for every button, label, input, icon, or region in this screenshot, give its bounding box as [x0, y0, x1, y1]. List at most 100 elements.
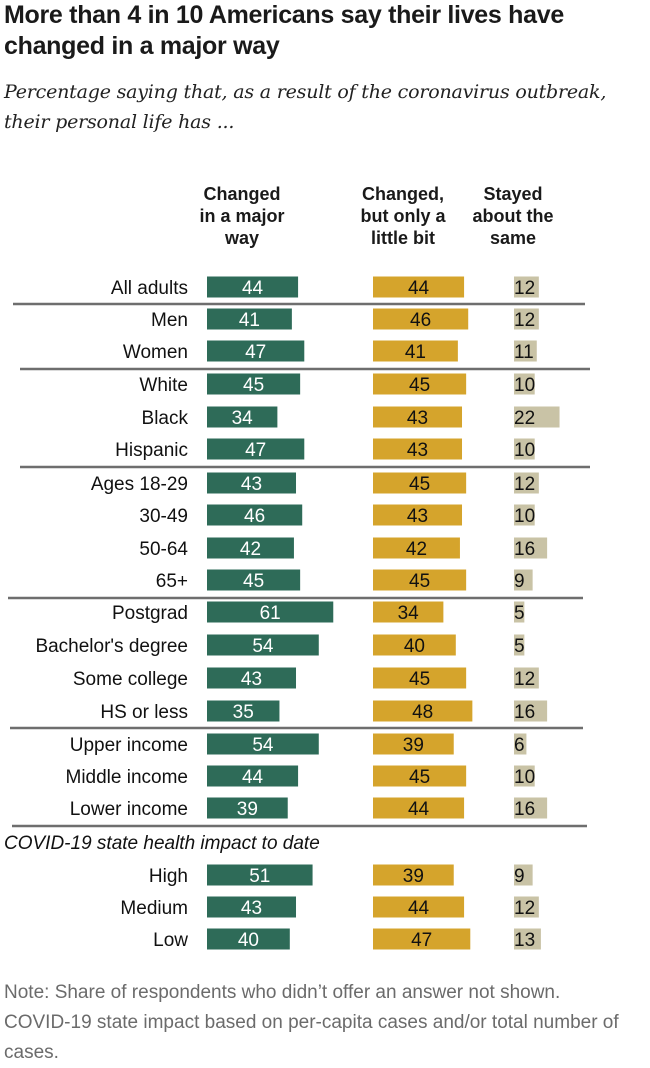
- bar-little-medium: [373, 896, 465, 918]
- bar-same-ages-18-29: [514, 472, 539, 494]
- value-label-major-50-64: 42: [240, 539, 261, 560]
- value-label-major-men: 41: [239, 310, 260, 331]
- bar-same-women: [514, 340, 537, 362]
- value-label-same-black: 22: [514, 408, 535, 429]
- value-label-same-middle-income: 10: [514, 767, 535, 788]
- value-label-little-lower-income: 44: [408, 799, 430, 820]
- bar-little-hs-or-less: [373, 700, 473, 722]
- chart-subtitle: Percentage saying that, as a result of t…: [4, 81, 607, 133]
- column-header-major: Changed in a major way: [199, 184, 285, 248]
- value-label-major-ages-18-29: 43: [241, 474, 262, 495]
- bar-major-bachelor-s-degree: [207, 634, 319, 656]
- value-label-same-low: 13: [514, 930, 535, 951]
- bar-major-postgrad: [207, 601, 334, 623]
- bar-little-50-64: [373, 537, 460, 559]
- bar-major-hs-or-less: [207, 700, 280, 722]
- value-label-little-women: 41: [405, 342, 426, 363]
- value-label-little-30-49: 43: [407, 506, 428, 527]
- bar-little-bachelor-s-degree: [373, 634, 456, 656]
- value-label-little-high: 39: [403, 866, 424, 887]
- bar-same-30-49: [514, 504, 535, 526]
- value-label-same-65: 9: [514, 571, 525, 592]
- row-label-black: Black: [142, 408, 189, 429]
- value-label-little-medium: 44: [408, 898, 430, 919]
- bar-little-upper-income: [373, 733, 454, 755]
- bar-major-lower-income: [207, 797, 288, 819]
- value-label-little-men: 46: [410, 310, 431, 331]
- bar-little-low: [373, 928, 471, 950]
- value-label-same-30-49: 10: [514, 506, 535, 527]
- value-label-same-50-64: 16: [514, 539, 535, 560]
- row-label-hispanic: Hispanic: [115, 440, 188, 461]
- value-label-same-upper-income: 6: [514, 735, 525, 756]
- bar-major-some-college: [207, 667, 297, 689]
- value-label-same-medium: 12: [514, 898, 535, 919]
- bar-same-men: [514, 308, 539, 330]
- value-label-major-black: 34: [232, 408, 254, 429]
- bar-same-bachelor-s-degree: [514, 634, 525, 656]
- row-label-postgrad: Postgrad: [112, 603, 188, 624]
- bar-little-lower-income: [373, 797, 465, 819]
- bar-same-some-college: [514, 667, 539, 689]
- row-label-white: White: [139, 375, 188, 396]
- bar-major-white: [207, 373, 301, 395]
- bar-major-women: [207, 340, 305, 362]
- value-label-major-women: 47: [245, 342, 266, 363]
- bar-major-upper-income: [207, 733, 319, 755]
- bar-little-some-college: [373, 667, 467, 689]
- value-label-major-30-49: 46: [244, 506, 265, 527]
- value-label-little-low: 47: [411, 930, 432, 951]
- bar-same-upper-income: [514, 733, 527, 755]
- value-label-same-hispanic: 10: [514, 440, 535, 461]
- bar-same-medium: [514, 896, 539, 918]
- value-label-major-low: 40: [238, 930, 259, 951]
- value-label-little-all-adults: 44: [408, 278, 430, 299]
- bar-little-ages-18-29: [373, 472, 467, 494]
- row-label-men: Men: [151, 310, 188, 331]
- value-label-major-upper-income: 54: [252, 735, 274, 756]
- bar-little-women: [373, 340, 458, 362]
- bar-same-lower-income: [514, 797, 548, 819]
- value-label-major-postgrad: 61: [260, 603, 281, 624]
- value-label-same-white: 10: [514, 375, 535, 396]
- row-label-low: Low: [153, 930, 188, 951]
- bar-same-50-64: [514, 537, 548, 559]
- bar-same-all-adults: [514, 276, 539, 298]
- bar-little-high: [373, 864, 454, 886]
- bar-major-middle-income: [207, 765, 299, 787]
- value-label-major-all-adults: 44: [242, 278, 264, 299]
- value-label-same-hs-or-less: 16: [514, 702, 535, 723]
- value-label-major-bachelor-s-degree: 54: [252, 636, 274, 657]
- bar-little-hispanic: [373, 438, 463, 460]
- value-label-little-hispanic: 43: [407, 440, 428, 461]
- bar-same-white: [514, 373, 535, 395]
- bar-same-middle-income: [514, 765, 535, 787]
- value-label-same-ages-18-29: 12: [514, 474, 535, 495]
- value-label-major-65: 45: [243, 571, 264, 592]
- chart-note: Note: Share of respondents who didn’t of…: [4, 982, 619, 1063]
- bar-little-middle-income: [373, 765, 467, 787]
- value-label-little-middle-income: 45: [409, 767, 430, 788]
- bar-little-men: [373, 308, 469, 330]
- value-label-major-hispanic: 47: [245, 440, 266, 461]
- row-label-lower-income: Lower income: [70, 799, 188, 820]
- value-label-same-postgrad: 5: [514, 603, 525, 624]
- value-label-major-high: 51: [249, 866, 270, 887]
- bar-little-black: [373, 406, 463, 428]
- value-label-major-hs-or-less: 35: [233, 702, 254, 723]
- bar-little-30-49: [373, 504, 463, 526]
- value-label-same-women: 11: [514, 342, 534, 363]
- chart-title: More than 4 in 10 Americans say their li…: [4, 1, 564, 60]
- row-label-upper-income: Upper income: [70, 735, 188, 756]
- value-label-little-hs-or-less: 48: [412, 702, 433, 723]
- value-label-little-postgrad: 34: [398, 603, 420, 624]
- value-label-same-bachelor-s-degree: 5: [514, 636, 525, 657]
- row-label-all-adults: All adults: [111, 278, 188, 299]
- value-label-little-ages-18-29: 45: [409, 474, 430, 495]
- bar-same-black: [514, 406, 560, 428]
- value-label-major-middle-income: 44: [242, 767, 264, 788]
- value-label-little-65: 45: [409, 571, 430, 592]
- bar-same-high: [514, 864, 533, 886]
- value-label-little-some-college: 45: [409, 669, 430, 690]
